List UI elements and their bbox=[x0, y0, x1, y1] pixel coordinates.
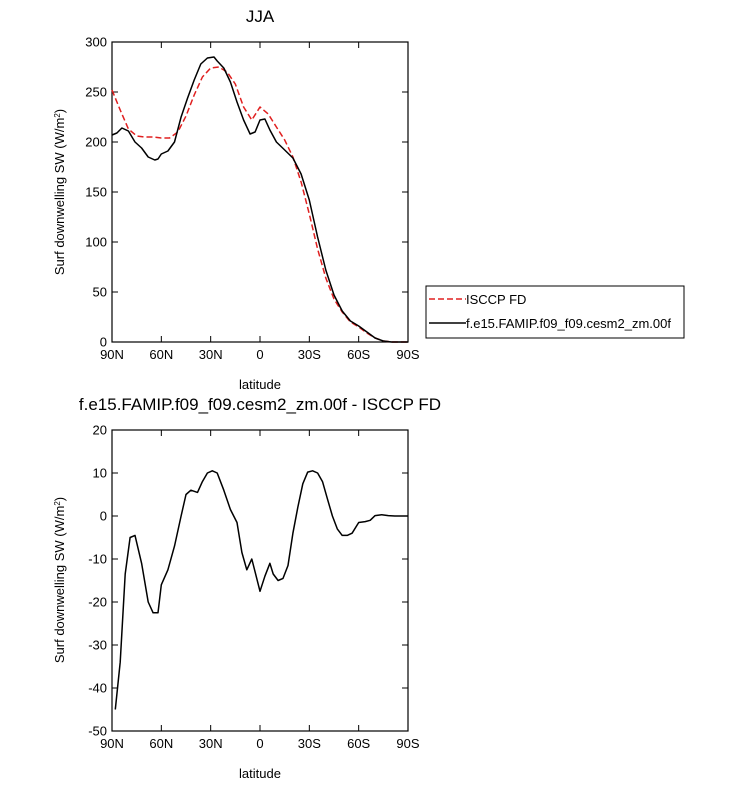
top-y-axis-title: Surf downwelling SW (W/m2) bbox=[52, 109, 67, 275]
legend-label-cesm2: f.e15.FAMIP.f09_f09.cesm2_zm.00f bbox=[466, 316, 671, 331]
top-x-tick-label: 30N bbox=[199, 347, 223, 362]
top-y-tick-label: 50 bbox=[93, 285, 107, 300]
top-x-axis-title: latitude bbox=[239, 377, 281, 392]
svg-text:Surf downwelling SW (W/m2): Surf downwelling SW (W/m2) bbox=[52, 109, 67, 275]
bottom-x-tick-label: 60N bbox=[149, 736, 173, 751]
bottom-y-tick-label: -50 bbox=[88, 724, 107, 739]
bottom-x-tick-label: 60S bbox=[347, 736, 370, 751]
bottom-plot-frame bbox=[111, 429, 409, 732]
top-series bbox=[111, 56, 408, 343]
top-panel-title: JJA bbox=[246, 7, 275, 26]
top-x-tick-label: 90N bbox=[100, 347, 124, 362]
bottom-y-axis-title-main: Surf downwelling SW (W/m bbox=[52, 506, 67, 663]
bottom-y-tick-label: 10 bbox=[93, 466, 107, 481]
bottom-y-axis-title-sup: 2 bbox=[53, 501, 62, 506]
bottom-y-tick-label: -10 bbox=[88, 552, 107, 567]
top-x-tick-label: 60N bbox=[149, 347, 173, 362]
bottom-x-tick-label: 90S bbox=[396, 736, 419, 751]
bottom-y-tick-label: -40 bbox=[88, 681, 107, 696]
bottom-panel: f.e15.FAMIP.f09_f09.cesm2_zm.00f - ISCCP… bbox=[52, 395, 441, 781]
top-series-line-1 bbox=[111, 56, 408, 343]
bottom-x-axis-title: latitude bbox=[239, 766, 281, 781]
top-y-tick-label: 100 bbox=[85, 235, 107, 250]
svg-text:Surf downwelling SW (W/m2): Surf downwelling SW (W/m2) bbox=[52, 497, 67, 663]
bottom-x-tick-label: 30S bbox=[298, 736, 321, 751]
top-ticks: 90N 60N 30N 0 30S 60S 90S 0 50 100 150 200 250 300 bbox=[85, 35, 420, 363]
bottom-x-tick-label: 30N bbox=[199, 736, 223, 751]
top-series-line-0 bbox=[111, 66, 408, 343]
top-plot-frame bbox=[111, 41, 409, 343]
top-y-axis-title-main: Surf downwelling SW (W/m bbox=[52, 118, 67, 275]
bottom-x-tick-label: 0 bbox=[256, 736, 263, 751]
top-y-tick-label: 200 bbox=[85, 135, 107, 150]
legend: ISCCP FD f.e15.FAMIP.f09_f09.cesm2_zm.00… bbox=[425, 285, 685, 339]
top-x-tick-label: 90S bbox=[396, 347, 419, 362]
top-y-axis-title-end: ) bbox=[52, 109, 67, 113]
top-y-tick-label: 250 bbox=[85, 85, 107, 100]
legend-label-isccp: ISCCP FD bbox=[466, 292, 526, 307]
bottom-ticks: 90N 60N 30N 0 30S 60S 90S -50 -40 -30 -20 -10 0 10 20 bbox=[88, 423, 420, 752]
bottom-series-line-0 bbox=[114, 470, 408, 710]
bottom-y-axis-title: Surf downwelling SW (W/m2) bbox=[52, 497, 67, 663]
top-x-tick-label: 30S bbox=[298, 347, 321, 362]
bottom-y-axis-title-end: ) bbox=[52, 497, 67, 501]
bottom-y-tick-label: 0 bbox=[100, 509, 107, 524]
legend-box bbox=[425, 285, 685, 339]
top-y-tick-label: 300 bbox=[85, 35, 107, 50]
top-x-tick-label: 60S bbox=[347, 347, 370, 362]
bottom-y-tick-label: -30 bbox=[88, 638, 107, 653]
bottom-series bbox=[114, 470, 408, 710]
top-y-axis-title-sup: 2 bbox=[53, 113, 62, 118]
top-y-tick-label: 150 bbox=[85, 185, 107, 200]
top-panel: JJA Surf downwelling SW (W/m2) latitude … bbox=[52, 7, 420, 392]
top-x-tick-label: 0 bbox=[256, 347, 263, 362]
top-y-tick-label: 0 bbox=[100, 335, 107, 350]
bottom-y-tick-label: 20 bbox=[93, 423, 107, 438]
bottom-y-tick-label: -20 bbox=[88, 595, 107, 610]
bottom-x-tick-label: 90N bbox=[100, 736, 124, 751]
bottom-panel-title: f.e15.FAMIP.f09_f09.cesm2_zm.00f - ISCCP… bbox=[79, 395, 441, 414]
